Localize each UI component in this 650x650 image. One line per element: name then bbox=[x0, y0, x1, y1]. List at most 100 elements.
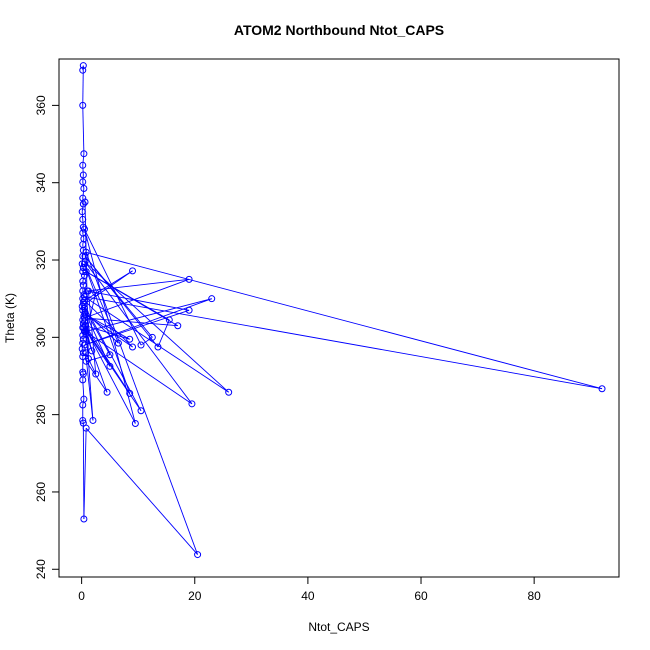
series-segment bbox=[84, 255, 153, 338]
data-point bbox=[79, 401, 87, 409]
y-axis-label: Theta (K) bbox=[3, 293, 17, 343]
x-tick-label: 80 bbox=[527, 589, 541, 603]
data-point bbox=[79, 101, 87, 109]
y-tick-label: 300 bbox=[34, 327, 48, 347]
series-segment bbox=[83, 304, 142, 411]
series-segment bbox=[84, 298, 212, 346]
data-point bbox=[81, 308, 89, 316]
series-segment bbox=[88, 290, 96, 294]
series-segment bbox=[85, 252, 199, 555]
data-point bbox=[79, 416, 87, 424]
data-point bbox=[80, 318, 88, 326]
x-axis-label: Ntot_CAPS bbox=[308, 620, 369, 634]
data-point bbox=[80, 150, 88, 158]
data-point bbox=[82, 322, 90, 330]
series-segment bbox=[83, 270, 133, 305]
data-point bbox=[129, 267, 137, 275]
data-point bbox=[185, 306, 193, 314]
series-segment bbox=[84, 263, 131, 394]
data-point bbox=[106, 351, 114, 359]
data-point bbox=[131, 420, 139, 428]
data-point bbox=[82, 329, 90, 337]
series-segment bbox=[87, 290, 97, 375]
data-point bbox=[79, 171, 87, 179]
data-point bbox=[89, 416, 97, 424]
chart-title: ATOM2 Northbound Ntot_CAPS bbox=[234, 22, 444, 38]
series-segment bbox=[140, 336, 153, 346]
series-segment bbox=[82, 165, 84, 175]
data-point bbox=[79, 376, 87, 384]
data-point bbox=[225, 388, 233, 396]
data-point bbox=[81, 252, 89, 260]
data-point bbox=[92, 289, 100, 297]
y-tick-label: 240 bbox=[34, 559, 48, 579]
series-segment bbox=[85, 352, 97, 375]
data-point bbox=[137, 407, 145, 415]
x-axis: 0 20 40 60 80 bbox=[78, 576, 541, 603]
y-tick-label: 340 bbox=[34, 172, 48, 192]
data-point bbox=[78, 345, 86, 353]
series-segment bbox=[85, 427, 198, 555]
x-tick-label: 60 bbox=[414, 589, 428, 603]
series-segment bbox=[86, 354, 111, 362]
data-point bbox=[82, 248, 90, 256]
x-tick-label: 20 bbox=[188, 589, 202, 603]
series-segment bbox=[85, 325, 130, 340]
data-point bbox=[80, 515, 88, 523]
data-point bbox=[80, 225, 88, 233]
series-segment bbox=[82, 423, 85, 520]
y-tick-label: 320 bbox=[34, 250, 48, 270]
series-segment bbox=[85, 329, 136, 424]
data-point bbox=[82, 424, 90, 432]
data-point bbox=[81, 198, 89, 206]
series-segment bbox=[84, 317, 178, 327]
y-axis: 240 260 280 300 320 340 360 bbox=[34, 95, 60, 579]
data-point bbox=[194, 551, 202, 559]
series-segment bbox=[82, 105, 85, 154]
data-point bbox=[79, 252, 87, 260]
series-segment bbox=[87, 278, 190, 292]
data-point bbox=[88, 347, 96, 355]
data-point bbox=[82, 268, 90, 276]
series-segment bbox=[81, 203, 84, 212]
series-segment bbox=[85, 329, 142, 412]
data-point bbox=[106, 362, 114, 370]
series-segment bbox=[84, 261, 229, 393]
data-point bbox=[165, 316, 173, 324]
series-segment bbox=[86, 251, 603, 390]
series-segment bbox=[82, 153, 85, 166]
data-point bbox=[80, 297, 88, 305]
series-segment bbox=[157, 319, 170, 348]
data-point bbox=[79, 62, 87, 70]
series-segment bbox=[84, 263, 119, 344]
data-point bbox=[114, 339, 122, 347]
data-point bbox=[82, 349, 90, 357]
data-point bbox=[79, 66, 87, 74]
series-segment bbox=[84, 261, 193, 405]
data-point bbox=[80, 260, 88, 268]
data-point bbox=[78, 302, 86, 310]
data-point bbox=[80, 185, 88, 192]
series-segment bbox=[84, 270, 133, 301]
data-point bbox=[188, 400, 196, 408]
series-segment bbox=[84, 228, 136, 424]
data-point bbox=[79, 349, 87, 357]
data-point bbox=[80, 304, 88, 312]
data-point bbox=[79, 316, 87, 324]
data-point bbox=[92, 370, 100, 378]
series-segment bbox=[83, 428, 87, 520]
series-segment bbox=[84, 228, 142, 346]
data-point bbox=[154, 343, 162, 351]
series-segment bbox=[82, 420, 84, 424]
data-point bbox=[79, 161, 87, 169]
data-point bbox=[174, 322, 182, 330]
series-segment bbox=[84, 308, 111, 355]
data-point bbox=[80, 341, 88, 349]
data-point bbox=[79, 277, 87, 285]
y-tick-label: 360 bbox=[34, 95, 48, 115]
data-point bbox=[126, 335, 134, 343]
series-segment bbox=[85, 271, 170, 321]
series-segment bbox=[87, 290, 190, 311]
data-point bbox=[208, 295, 216, 303]
